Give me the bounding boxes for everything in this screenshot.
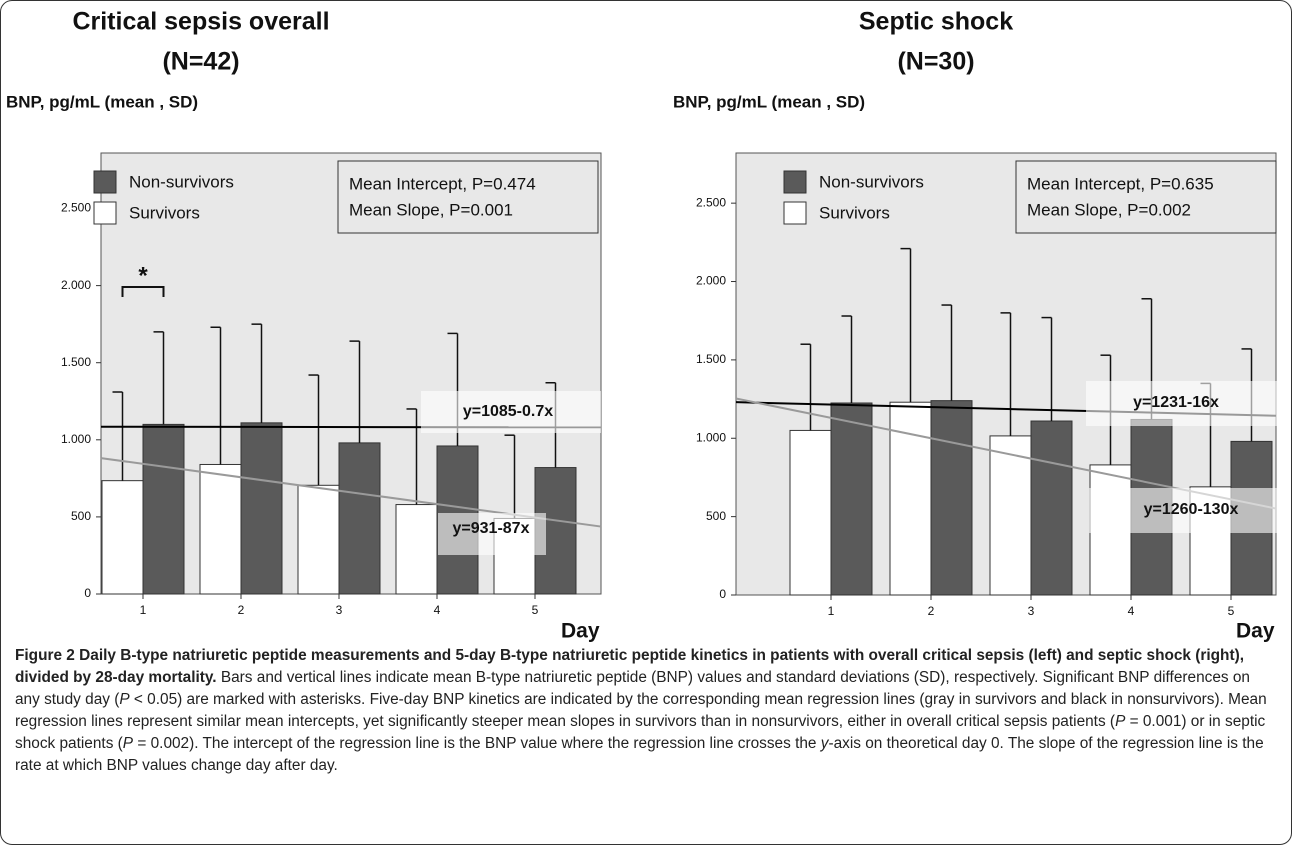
y-tick-label: 2.500	[696, 195, 726, 209]
bar	[101, 480, 144, 595]
bar	[395, 504, 438, 595]
caption-text: -axis on theoretical day 0. The slope of…	[15, 735, 1264, 774]
y-tick-label: 0	[719, 587, 726, 601]
significance-bracket	[121, 286, 165, 297]
caption: Figure 2 Daily B-type natriuretic peptid…	[15, 645, 1277, 777]
regression-label: y=1085-0.7x	[463, 403, 553, 420]
y-tick-label: 2.500	[61, 201, 91, 215]
x-tick-label: 5	[1228, 604, 1235, 618]
caption-text: = 0.002). The intercept of the regressio…	[133, 735, 821, 752]
regression-label-box	[1086, 381, 1279, 426]
bar	[1030, 420, 1073, 596]
caption-text: P	[122, 735, 134, 752]
caption-text: P	[119, 691, 130, 708]
y-tick-label: 1.000	[61, 432, 91, 446]
legend-label: Non-survivors	[819, 172, 924, 191]
x-axis-label: Day	[1236, 620, 1275, 643]
y-axis-label: BNP, pg/mL (mean , SD)	[6, 92, 198, 111]
stats-box	[1015, 160, 1277, 234]
x-tick-label: 4	[434, 603, 441, 617]
chart-title: Critical sepsis overall	[72, 8, 329, 36]
x-tick-label: 2	[928, 604, 935, 618]
bar	[297, 484, 340, 595]
y-axis-label: BNP, pg/mL (mean , SD)	[673, 92, 865, 111]
y-tick-label: 500	[71, 509, 91, 523]
bar	[789, 429, 832, 596]
regression-label-box	[421, 391, 601, 433]
regression-label: y=931-87x	[453, 520, 530, 537]
chart-subtitle: (N=42)	[162, 48, 239, 76]
y-tick-label: 1.500	[61, 355, 91, 369]
chart-subtitle: (N=30)	[897, 48, 974, 76]
caption-text: Bars and vertical lines indicate mean B-…	[15, 669, 1250, 708]
regression-label: y=1260-130x	[1144, 501, 1239, 518]
y-tick-label: 500	[706, 509, 726, 523]
stats-box	[337, 160, 599, 234]
bar	[199, 463, 242, 595]
chart-title: Septic shock	[859, 8, 1013, 36]
stats-text: Mean Intercept, P=0.474	[349, 174, 536, 193]
y-tick-label: 1.500	[696, 352, 726, 366]
x-tick-label: 3	[1028, 604, 1035, 618]
caption-title: Figure 2 Daily B-type natriuretic peptid…	[15, 647, 1244, 686]
y-tick-label: 0	[84, 586, 91, 600]
legend-swatch	[783, 170, 807, 194]
legend-swatch	[783, 201, 807, 225]
x-tick-label: 1	[140, 603, 147, 617]
legend-swatch	[93, 201, 117, 225]
y-tick-label: 2.000	[61, 278, 91, 292]
legend-label: Survivors	[819, 203, 890, 222]
caption-text: = 0.001) or in septic shock patients (	[15, 713, 1266, 752]
caption-text: < 0.05) are marked with asterisks. Five-…	[15, 691, 1267, 730]
regression-label-box	[438, 513, 546, 555]
bar	[930, 400, 973, 596]
significance-marker: *	[138, 262, 148, 289]
regression-label: y=1231-16x	[1133, 394, 1219, 411]
legend-swatch	[93, 170, 117, 194]
stats-text: Mean Slope, P=0.002	[1027, 200, 1191, 219]
legend-label: Non-survivors	[129, 172, 234, 191]
bar	[240, 422, 283, 595]
stats-text: Mean Slope, P=0.001	[349, 200, 513, 219]
stats-text: Mean Intercept, P=0.635	[1027, 174, 1214, 193]
caption-body: Bars and vertical lines indicate mean B-…	[15, 669, 1267, 774]
regression-label-box	[1089, 488, 1291, 533]
x-tick-label: 4	[1128, 604, 1135, 618]
x-tick-label: 3	[336, 603, 343, 617]
bar	[142, 423, 185, 595]
y-tick-label: 1.000	[696, 430, 726, 444]
y-tick-label: 2.000	[696, 274, 726, 288]
charts: Critical sepsis overall (N=42) BNP, pg/mL …	[6, 8, 1291, 643]
bar	[338, 442, 381, 595]
legend-label: Survivors	[129, 203, 200, 222]
x-tick-label: 2	[238, 603, 245, 617]
x-tick-label: 1	[828, 604, 835, 618]
x-axis-label: Day	[561, 620, 600, 643]
bar	[989, 435, 1032, 596]
caption-text: y	[820, 735, 829, 752]
caption-text: P	[1115, 713, 1126, 730]
bar	[830, 402, 873, 596]
x-tick-label: 5	[532, 603, 539, 617]
